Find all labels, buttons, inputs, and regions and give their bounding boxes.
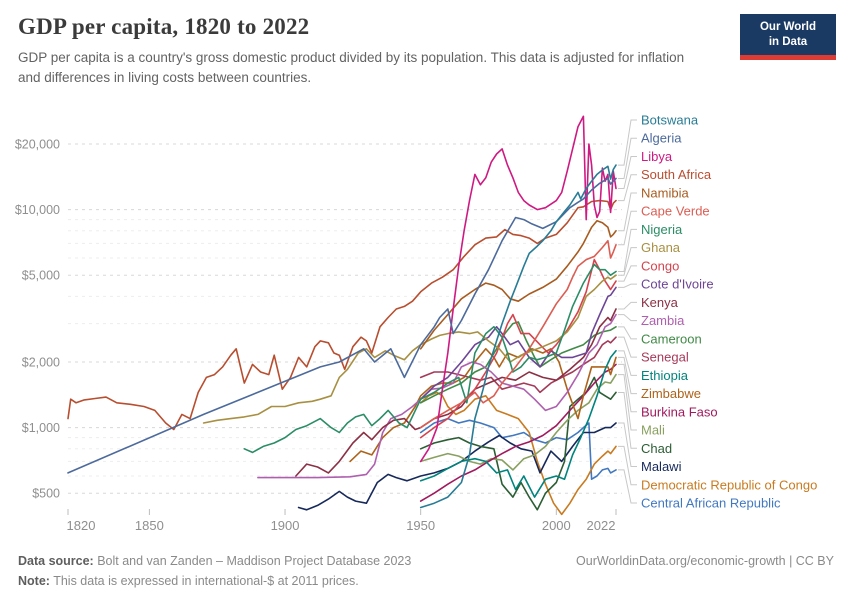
x-axis-label: 2000 — [542, 518, 571, 533]
y-axis-label: $5,000 — [22, 269, 60, 283]
legend-connector — [618, 314, 637, 322]
legend-label-democratic-republic-of-congo[interactable]: Democratic Republic of Congo — [641, 477, 817, 492]
legend-connector — [618, 247, 637, 276]
series-line-nigeria[interactable] — [243, 263, 617, 454]
x-axis-label: 1850 — [135, 518, 164, 533]
series-line-ethiopia[interactable] — [419, 350, 617, 498]
legend-label-cote-d-ivoire[interactable]: Cote d'Ivoire — [641, 277, 714, 292]
legend-label-kenya[interactable]: Kenya — [641, 295, 679, 310]
legend-connector — [618, 119, 637, 166]
legend-connector — [618, 391, 637, 449]
note-label: Note: — [18, 574, 50, 588]
legend-label-nigeria[interactable]: Nigeria — [641, 222, 683, 237]
series-line-zimbabwe[interactable] — [349, 348, 617, 463]
legend-label-zambia[interactable]: Zambia — [641, 313, 685, 328]
owid-logo[interactable]: Our World in Data — [740, 14, 836, 60]
legend-connector — [618, 210, 637, 246]
legend-label-namibia[interactable]: Namibia — [641, 185, 689, 200]
legend-connector — [618, 283, 637, 288]
series-line-botswana[interactable] — [419, 164, 617, 509]
legend-label-libya[interactable]: Libya — [641, 149, 673, 164]
series-line-burkina-faso[interactable] — [419, 363, 617, 502]
legend-connector — [618, 228, 637, 273]
legend-label-central-african-republic[interactable]: Central African Republic — [641, 496, 781, 511]
page-title: GDP per capita, 1820 to 2022 — [18, 14, 310, 39]
legend-connector — [618, 192, 637, 232]
legend-connector — [618, 445, 637, 486]
legend-label-burkina-faso[interactable]: Burkina Faso — [641, 404, 718, 419]
legend-label-botswana[interactable]: Botswana — [641, 113, 699, 128]
legend-connector — [618, 155, 637, 189]
legend-label-ghana[interactable]: Ghana — [641, 240, 681, 255]
series-line-senegal[interactable] — [419, 336, 617, 394]
y-axis-label: $2,000 — [22, 356, 60, 370]
series-line-ghana[interactable] — [202, 274, 617, 424]
legend-label-cameroon[interactable]: Cameroon — [641, 331, 702, 346]
legend-label-chad[interactable]: Chad — [641, 441, 672, 456]
legend-connector — [618, 137, 637, 179]
series-line-namibia[interactable] — [419, 219, 617, 350]
series-line-south-africa[interactable] — [67, 199, 617, 431]
credit-link[interactable]: OurWorldinData.org/economic-growth | CC … — [576, 554, 834, 568]
series-line-mali[interactable] — [419, 373, 617, 471]
legend-connector — [618, 363, 637, 413]
legend-connector — [618, 301, 637, 310]
y-axis-label: $10,000 — [15, 203, 60, 217]
series-line-zambia[interactable] — [257, 313, 617, 479]
legend-label-senegal[interactable]: Senegal — [641, 350, 689, 365]
series-line-democratic-republic-of-congo[interactable] — [419, 391, 617, 516]
legend-label-south-africa[interactable]: South Africa — [641, 167, 712, 182]
legend-connector — [618, 422, 637, 468]
series-line-algeria[interactable] — [67, 177, 617, 474]
y-axis-label: $1,000 — [22, 421, 60, 435]
legend-connector — [618, 336, 637, 358]
x-axis-label: 1820 — [67, 518, 96, 533]
chart-header: GDP per capita, 1820 to 2022 GDP per cap… — [18, 14, 718, 87]
series-line-cape-verde[interactable] — [419, 239, 617, 429]
series-line-central-african-republic[interactable] — [419, 417, 617, 480]
chart-footer: Data source: Bolt and van Zanden – Maddi… — [18, 554, 834, 588]
legend-connector — [618, 326, 637, 340]
legend-connector — [618, 469, 637, 504]
data-source-text: Data source: Bolt and van Zanden – Maddi… — [18, 554, 412, 568]
legend-label-congo[interactable]: Congo — [641, 258, 679, 273]
legend-label-mali[interactable]: Mali — [641, 423, 665, 438]
series-line-chad[interactable] — [419, 376, 617, 511]
legend-connector — [618, 374, 637, 431]
legend-connector — [618, 265, 637, 282]
legend-label-cape-verde[interactable]: Cape Verde — [641, 204, 710, 219]
x-axis-label: 1950 — [406, 518, 435, 533]
legend-connector — [618, 356, 637, 395]
logo-line1: Our World — [759, 21, 816, 34]
y-axis-label: $20,000 — [15, 138, 60, 152]
legend-connector — [618, 174, 637, 202]
legend-label-zimbabwe[interactable]: Zimbabwe — [641, 386, 701, 401]
logo-line2: in Data — [768, 35, 808, 48]
x-axis-label: 2022 — [587, 518, 616, 533]
legend-label-ethiopia[interactable]: Ethiopia — [641, 368, 689, 383]
chart-subtitle: GDP per capita is a country's gross dome… — [18, 50, 685, 85]
y-axis-label: $500 — [32, 487, 60, 501]
legend-label-algeria[interactable]: Algeria — [641, 131, 682, 146]
note-text: Note: This data is expressed in internat… — [18, 574, 359, 588]
legend-label-malawi[interactable]: Malawi — [641, 459, 682, 474]
legend-connector — [618, 350, 637, 376]
series-line-libya[interactable] — [419, 115, 617, 463]
x-axis-label: 1900 — [271, 518, 300, 533]
data-source-label: Data source: — [18, 554, 94, 568]
